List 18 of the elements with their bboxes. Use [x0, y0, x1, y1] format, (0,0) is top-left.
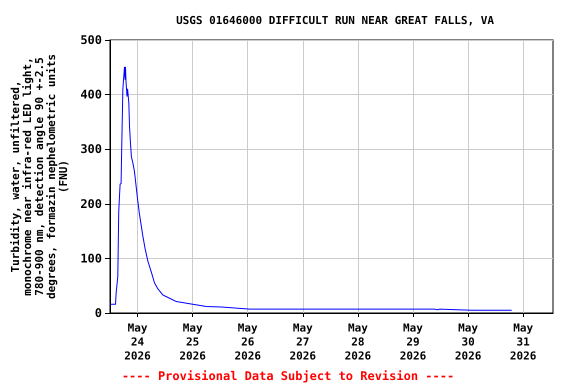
y-axis-title: Turbidity, water, unfiltered, monochrome near infra-red LED light, 780-900 nm, detection angle 90 +-2.5 degrees, formazin nephelometric units (FNU): [8, 54, 70, 300]
chart-title: USGS 01646000 DIFFICULT RUN NEAR GREAT FALLS, VA: [176, 14, 494, 27]
x-tick-label: May 31 2026: [510, 322, 537, 362]
x-tick-label: May 26 2026: [234, 322, 262, 362]
x-tick-label: May 28 2026: [344, 322, 372, 362]
line-series: [110, 66, 512, 311]
y-tick-label: 200: [80, 196, 102, 211]
y-tick-label: 0: [94, 306, 102, 320]
x-tick-label: May 27 2026: [290, 322, 316, 362]
x-tick-label: May 30 2026: [454, 322, 482, 362]
y-tick-label: 100: [80, 251, 102, 266]
y-tick-label: 500: [80, 33, 102, 47]
x-tick-label: May 29 2026: [400, 322, 427, 362]
x-tick-label: May 25 2026: [179, 322, 206, 362]
x-tick-label: May 24 2026: [124, 322, 152, 362]
y-tick-label: 400: [80, 88, 102, 102]
text: ---- Provisional Data Subject to Revision ----: [122, 369, 454, 383]
y-tick-label: 300: [80, 142, 102, 156]
